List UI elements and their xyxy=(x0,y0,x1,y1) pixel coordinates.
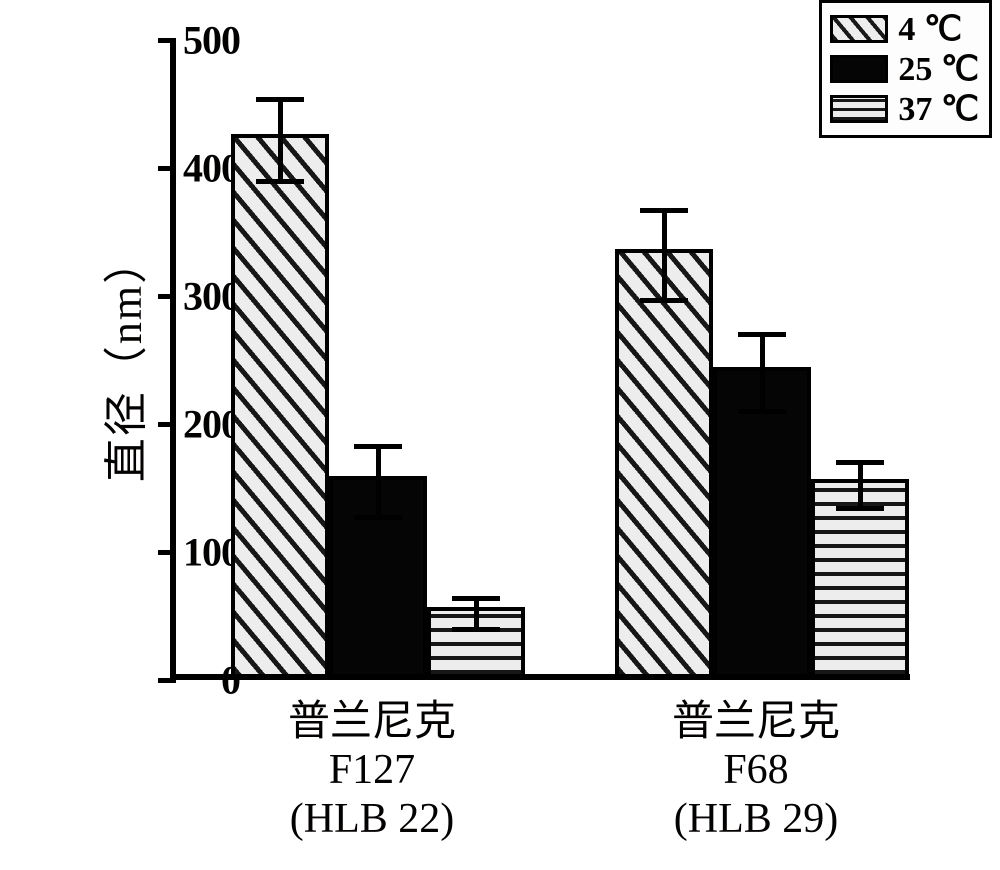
x-label-f68: 普兰尼克F68(HLB 29) xyxy=(636,698,876,843)
errorbar-stem xyxy=(662,210,667,300)
errorbar-cap xyxy=(452,596,500,601)
errorbar-cap xyxy=(836,506,884,511)
plot-area xyxy=(170,40,910,680)
x-label-line: F68 xyxy=(636,746,876,794)
y-tick xyxy=(158,38,176,43)
errorbar-cap xyxy=(640,298,688,303)
y-tick xyxy=(158,678,176,683)
legend-label-25c: 25 ℃ xyxy=(898,49,979,89)
errorbar-cap xyxy=(256,179,304,184)
y-tick xyxy=(158,166,176,171)
errorbar-stem xyxy=(858,462,863,508)
errorbar-stem xyxy=(278,99,283,181)
legend-swatch-4c xyxy=(830,15,888,43)
bars-layer xyxy=(176,40,910,674)
errorbar-cap xyxy=(836,460,884,465)
errorbar-cap xyxy=(738,409,786,414)
x-label-line: (HLB 22) xyxy=(252,795,492,843)
legend-label-37c: 37 ℃ xyxy=(898,89,979,129)
errorbar-cap xyxy=(354,444,402,449)
x-label-f127: 普兰尼克F127(HLB 22) xyxy=(252,698,492,843)
bar-chart-figure: 4 ℃ 25 ℃ 37 ℃ 直径（nm） 0100200300400500 普兰… xyxy=(0,0,1000,870)
errorbar-stem xyxy=(376,446,381,518)
errorbar-cap xyxy=(738,332,786,337)
y-tick xyxy=(158,422,176,427)
errorbar-cap xyxy=(256,97,304,102)
errorbar-stem xyxy=(760,334,765,411)
y-axis-title: 直径（nm） xyxy=(90,238,154,482)
errorbar-cap xyxy=(640,208,688,213)
y-tick xyxy=(158,294,176,299)
errorbar-cap xyxy=(354,515,402,520)
bar-f68-t4 xyxy=(615,249,713,674)
x-label-line: F127 xyxy=(252,746,492,794)
errorbar-cap xyxy=(452,627,500,632)
x-label-line: 普兰尼克 xyxy=(252,698,492,746)
errorbar-stem xyxy=(474,598,479,629)
bar-f127-t4 xyxy=(231,134,329,674)
y-tick xyxy=(158,550,176,555)
x-label-line: (HLB 29) xyxy=(636,795,876,843)
x-label-line: 普兰尼克 xyxy=(636,698,876,746)
